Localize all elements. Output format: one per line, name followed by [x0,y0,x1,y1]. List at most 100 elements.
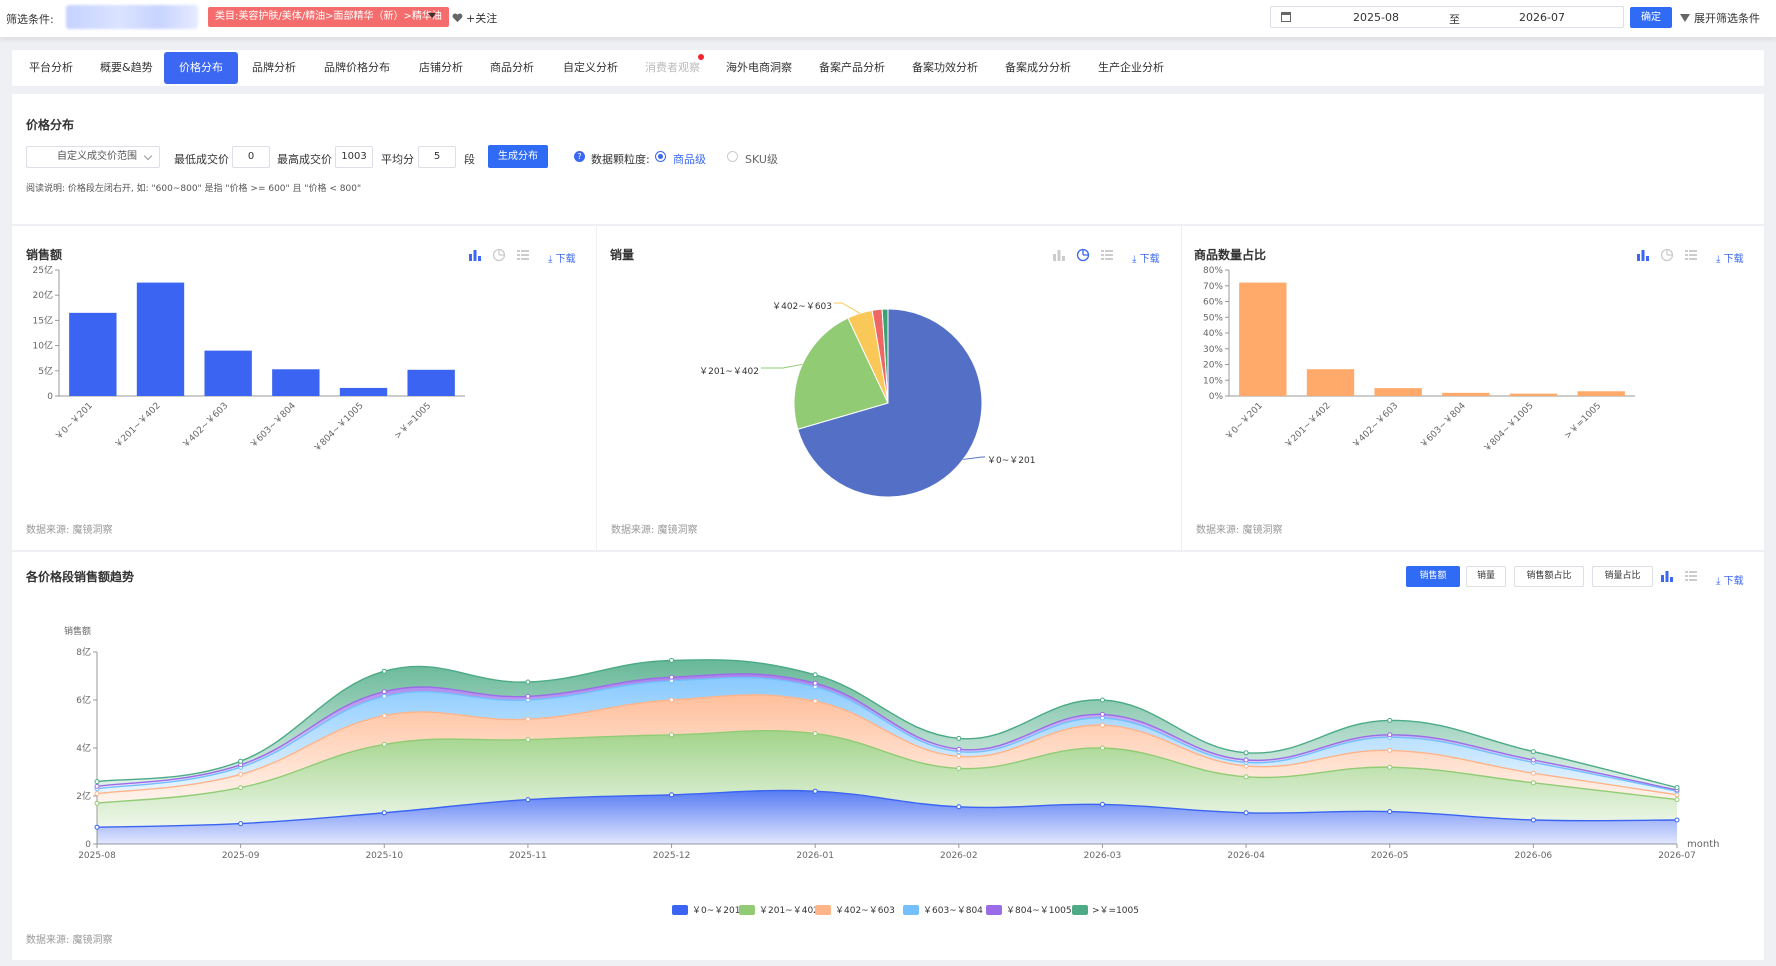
max-price-input[interactable]: 1003 [335,146,373,168]
blurred-selection[interactable] [66,5,198,29]
bar [69,312,117,396]
date-start[interactable]: 2025-08 [1353,11,1399,24]
metric-sales-volume-button[interactable]: 销量 [1466,566,1506,587]
metric-volume-share-button[interactable]: 销量占比 [1592,566,1653,587]
data-point [1530,770,1536,776]
bar [407,369,455,396]
tab-overview[interactable]: 概要&趋势 [100,61,153,74]
panel-title: 商品数量占比 [1194,248,1267,262]
download-button[interactable]: ⤓ 下载 [548,254,576,265]
date-end[interactable]: 2026-07 [1519,11,1565,24]
data-point [1099,722,1105,728]
data-point [1387,764,1393,770]
y-tick-label: 20% [1203,361,1223,371]
bar-chart-icon[interactable] [1636,248,1650,262]
segments-input[interactable]: 5 [418,146,456,168]
category-tag[interactable]: 类目:美容护肤/美体/精油>面部精华（新）>精华油 [208,7,449,27]
min-price-label: 最低成交价 [174,153,229,166]
y-tick-label: 0 [47,392,53,402]
y-tick-label: 70% [1203,282,1223,292]
date-range-picker[interactable]: 2025-08 至 2026-07 [1270,6,1624,28]
tab-platform[interactable]: 平台分析 [29,61,73,74]
follow-button[interactable]: +关注 [452,10,497,26]
tab-bar: 平台分析 概要&趋势 价格分布 品牌分析 品牌价格分布 店铺分析 商品分析 自定… [12,50,1764,86]
data-point [812,731,818,737]
bar-chart-icon[interactable] [1052,248,1066,262]
item-share-panel: 商品数量占比 ⤓ 下载 0% 10% 20% 30% 40% 50% 60% 70% 80% ￥0… [1182,226,1764,550]
metric-sales-amount-button[interactable]: 销售额 [1406,566,1460,587]
sales-volume-panel: 销量 ⤓ 下载 ￥0~￥201 ￥201~￥402 ￥402~￥603 数据来源: … [597,226,1181,550]
series-line [96,659,1678,789]
y-tick-label: 5亿 [38,365,53,377]
y-tick-label: 30% [1203,345,1223,355]
table-icon[interactable] [1684,248,1698,262]
x-tick-label: 2026-04 [1227,851,1265,861]
x-tick-label: 2025-08 [78,851,116,861]
legend-swatch [903,905,919,915]
tab-price-distribution[interactable]: 价格分布 [164,52,238,84]
data-point [525,679,531,685]
generate-distribution-button[interactable]: 生成分布 [488,145,548,168]
download-label: 下载 [1723,576,1744,587]
tab-filed-efficacy[interactable]: 备案功效分析 [912,61,978,74]
tab-consumer[interactable]: 消费者观察 [645,61,700,74]
legend-swatch [739,905,755,915]
tab-filed-products[interactable]: 备案产品分析 [819,61,885,74]
product-level-label[interactable]: 商品级 [673,153,706,166]
radio-sku-level[interactable] [727,151,738,162]
pie-chart-icon[interactable] [1660,248,1674,262]
tab-brand[interactable]: 品牌分析 [252,61,296,74]
x-tick-label: 2026-06 [1515,851,1553,861]
x-tick-label: >￥=1005 [393,401,433,441]
data-point [812,672,818,678]
bar-chart-icon[interactable] [1660,569,1674,583]
price-range-select-value: 自定义成交价范围 [57,151,137,162]
data-source: 数据来源: 魔镜洞察 [611,525,698,536]
area-fill [97,790,1677,844]
min-price-input[interactable]: 0 [232,146,270,168]
download-button[interactable]: ⤓ 下载 [1716,254,1744,265]
pie-chart-icon[interactable] [1076,248,1090,262]
x-tick-label: ￥804~￥1005 [1482,401,1535,454]
confirm-button[interactable]: 确定 [1630,7,1672,28]
table-icon[interactable] [1100,248,1114,262]
panel-title: 销量 [610,248,635,262]
segments-label: 平均分 [381,153,414,166]
metric-sales-share-button[interactable]: 销售额占比 [1514,566,1584,587]
download-label: 下载 [1723,254,1744,265]
bar-chart-icon[interactable] [468,248,482,262]
tab-manufacturer[interactable]: 生产企业分析 [1098,61,1164,74]
data-point [1243,774,1249,780]
trend-chart: 销售额 month 0 2亿 4亿 6亿 8亿 2025-08 2025-09 2025-10 20… [64,625,1719,916]
bar [1509,393,1558,396]
legend-label: ￥201~￥402 [759,906,819,916]
tab-brand-price[interactable]: 品牌价格分布 [324,61,390,74]
data-source: 数据来源: 魔镜洞察 [26,935,113,946]
table-icon[interactable] [1684,569,1698,583]
chevron-down-icon[interactable] [428,13,436,18]
download-button[interactable]: ⤓ 下载 [1716,576,1744,587]
data-point [1674,785,1680,791]
sku-level-label[interactable]: SKU级 [745,153,778,166]
tab-product[interactable]: 商品分析 [490,61,534,74]
radio-product-level[interactable] [655,151,666,162]
tab-overseas[interactable]: 海外电商洞察 [726,61,792,74]
pie-chart-icon[interactable] [492,248,506,262]
expand-filter-button[interactable]: 展开筛选条件 [1680,10,1760,26]
tab-store[interactable]: 店铺分析 [419,61,463,74]
download-button[interactable]: ⤓ 下载 [1132,254,1160,265]
price-range-select[interactable]: 自定义成交价范围 [26,146,160,168]
data-point [238,785,244,791]
tab-filed-ingredients[interactable]: 备案成分分析 [1005,61,1071,74]
series-line [96,676,1678,792]
table-icon[interactable] [516,248,530,262]
help-icon[interactable]: ? [574,151,585,162]
area-fill [97,659,1677,790]
area-fill [97,730,1677,828]
download-label: 下载 [555,254,576,265]
tab-custom[interactable]: 自定义分析 [563,61,618,74]
x-tick-label: ￥603~￥804 [249,401,299,451]
expand-filter-label: 展开筛选条件 [1694,12,1760,25]
data-point [812,698,818,704]
data-point [812,680,818,686]
